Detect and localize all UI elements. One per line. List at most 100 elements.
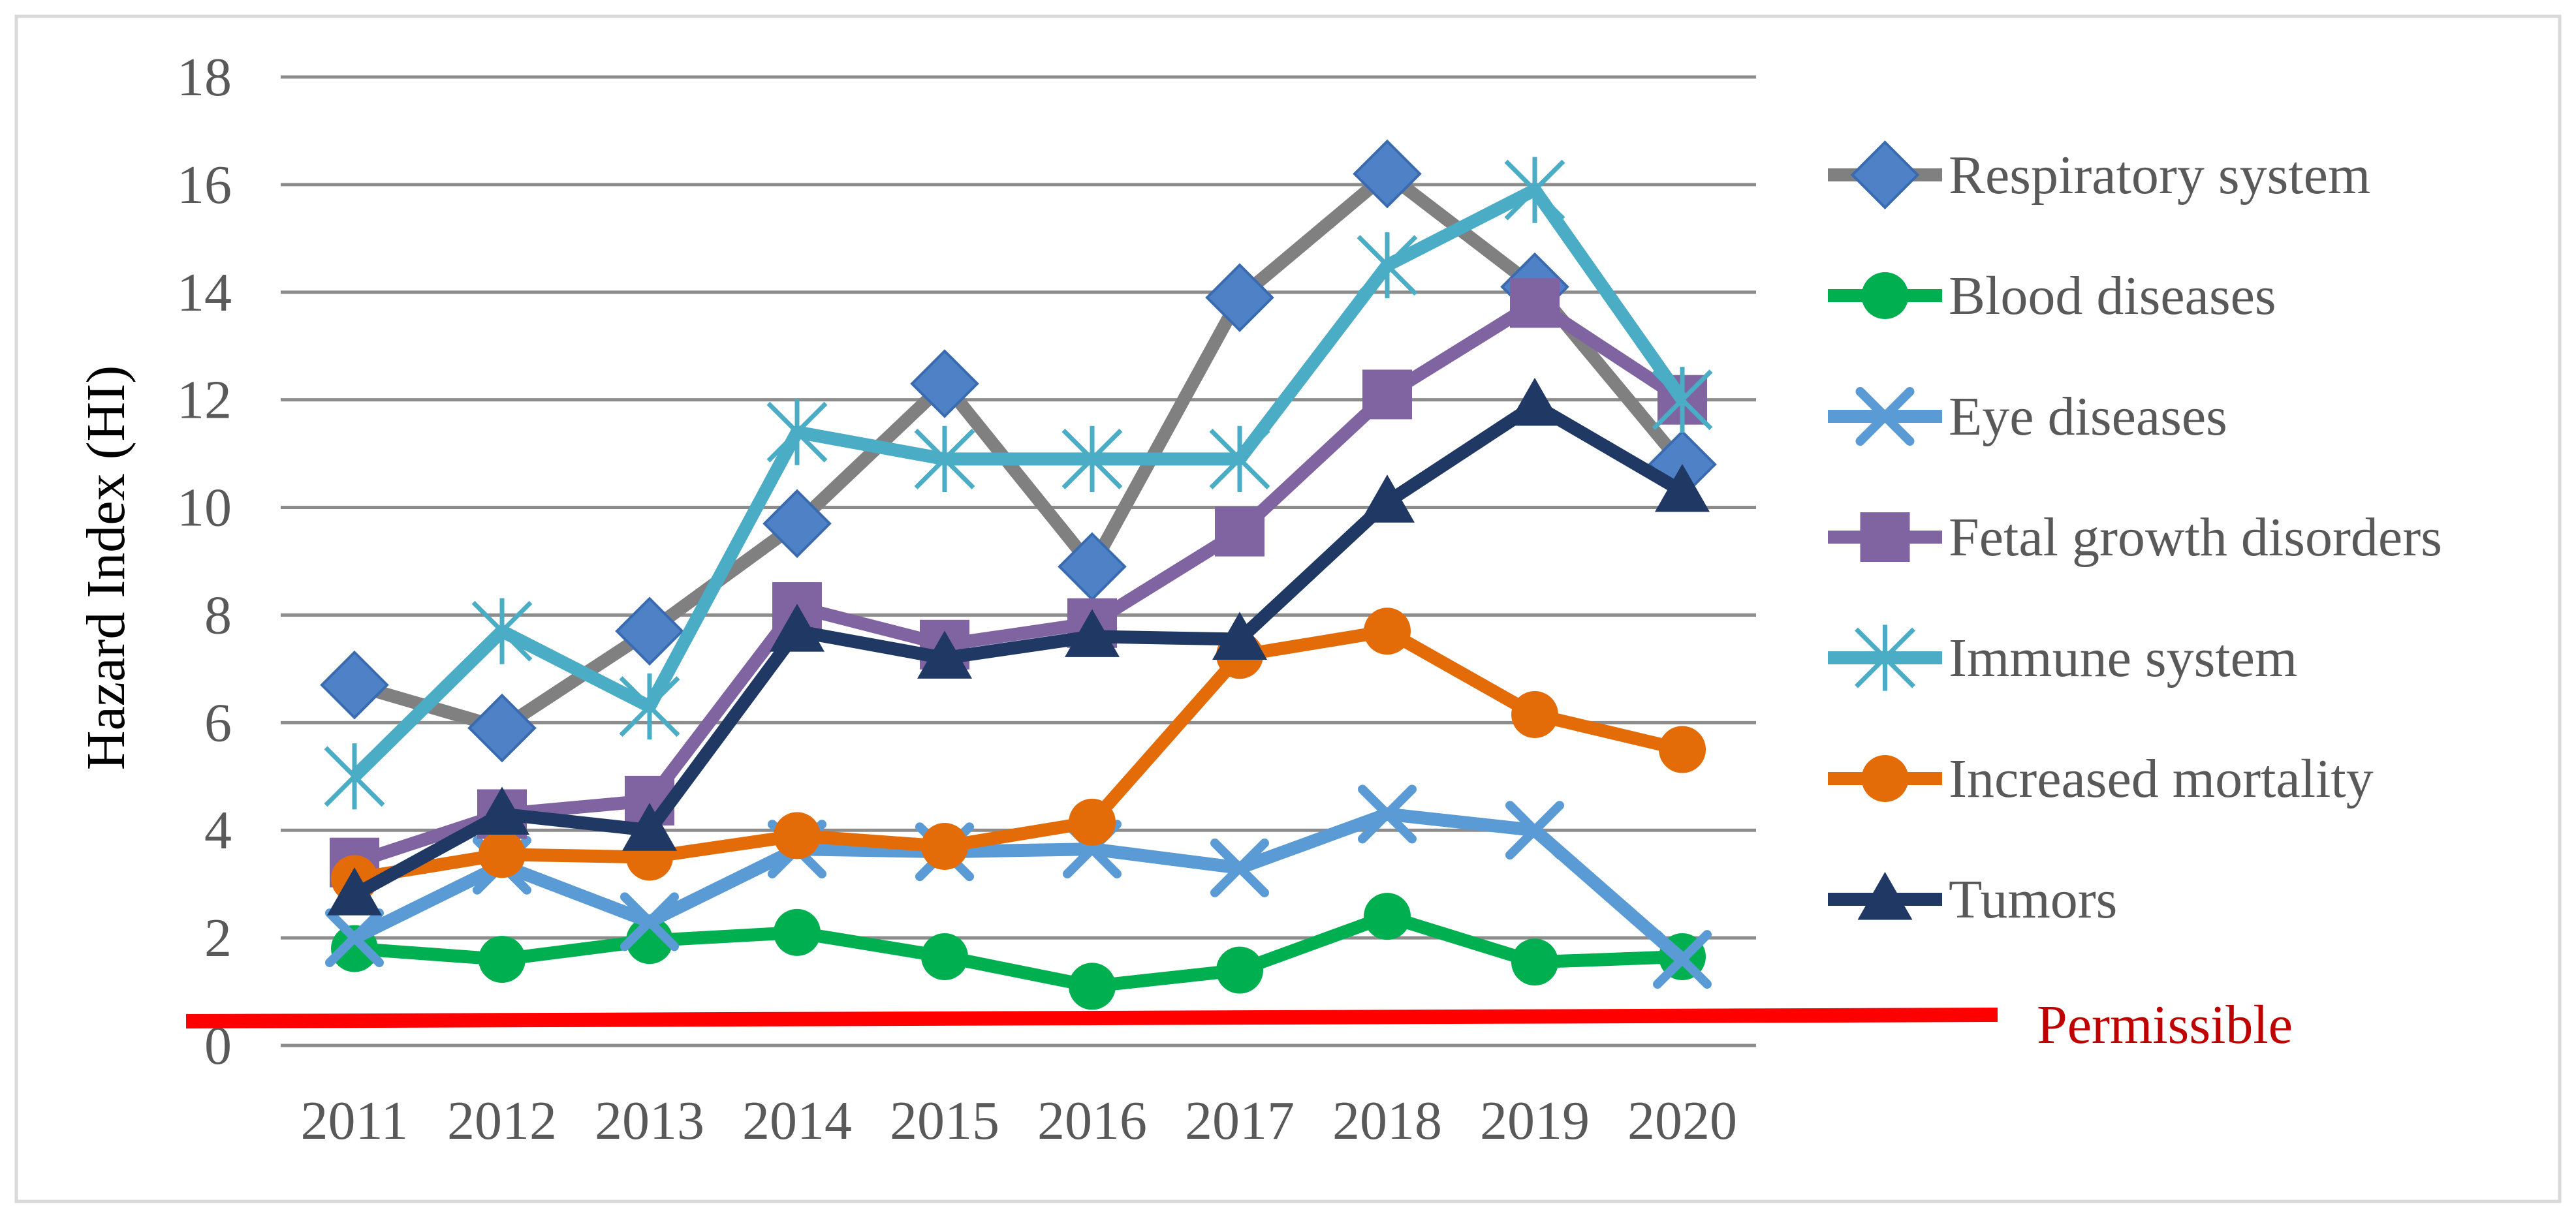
legend: Respiratory system Blood diseases Eye dise…: [1828, 140, 2442, 930]
y-tick-label: 6: [204, 692, 232, 753]
data-point-increased-mortality: [1069, 798, 1116, 846]
data-point-immune-system: [619, 673, 680, 740]
series-immune-system: [324, 157, 1713, 810]
x-axis-ticks: 2011 2012 2013 2014 2015 2016 2017 2018 2019 2020: [301, 1090, 1737, 1151]
data-point-eye-diseases: [1653, 930, 1712, 989]
data-point-tumors: [475, 786, 529, 835]
data-point-tumors: [917, 630, 972, 679]
x-tick-label: 2017: [1185, 1090, 1295, 1151]
data-point-immune-system: [324, 743, 385, 810]
legend-marker-respiratory-system: [1850, 140, 1920, 209]
data-point-eye-diseases: [325, 908, 384, 968]
y-axis-label: Hazard Index (HI): [76, 365, 136, 770]
legend-label: Blood diseases: [1949, 266, 2276, 326]
legend-marker-eye-diseases: [1855, 387, 1915, 446]
x-tick-label: 2015: [890, 1090, 999, 1151]
data-point-immune-system: [914, 425, 975, 492]
gridlines: [281, 75, 1756, 1047]
legend-label: Increased mortality: [1949, 749, 2374, 809]
series-line-tumors: [351, 398, 1686, 901]
legend-item-immune-system: Immune system: [1828, 625, 2297, 691]
legend-marker-increased-mortality: [1861, 755, 1909, 802]
series-line-fetal-growth-disorders: [352, 296, 1686, 869]
series-line-immune-system: [349, 183, 1688, 781]
legend-item-respiratory-system: Respiratory system: [1828, 140, 2370, 209]
y-tick-label: 8: [204, 585, 232, 645]
y-tick-label: 14: [177, 262, 232, 323]
data-point-tumors: [1065, 609, 1120, 657]
legend-label: Respiratory system: [1949, 145, 2370, 206]
data-point-increased-mortality: [479, 831, 526, 878]
data-point-immune-system: [766, 399, 828, 465]
data-point-tumors: [327, 867, 382, 916]
data-point-immune-system: [471, 598, 533, 664]
legend-label: Immune system: [1949, 628, 2297, 688]
x-tick-label: 2012: [447, 1090, 557, 1151]
data-point-increased-mortality: [1511, 690, 1558, 738]
data-point-respiratory-system: [320, 650, 389, 720]
data-point-blood-diseases: [479, 936, 526, 983]
x-tick-label: 2016: [1037, 1090, 1147, 1151]
data-point-blood-diseases: [1069, 963, 1116, 1010]
data-point-immune-system: [1209, 425, 1270, 492]
data-point-respiratory-system: [762, 489, 832, 559]
data-point-tumors: [770, 604, 825, 652]
series-lines: [320, 139, 1717, 1010]
x-tick-label: 2018: [1332, 1090, 1442, 1151]
series-tumors: [327, 377, 1710, 916]
data-point-eye-diseases: [1210, 838, 1269, 897]
data-point-increased-mortality: [921, 822, 968, 870]
legend-label: Fetal growth disorders: [1949, 507, 2442, 568]
data-point-respiratory-system: [1353, 139, 1422, 209]
data-point-fetal-growth-disorders: [1215, 506, 1264, 557]
data-point-blood-diseases: [1364, 893, 1411, 940]
data-point-respiratory-system: [615, 596, 684, 666]
data-point-immune-system: [1357, 232, 1418, 299]
y-tick-label: 4: [204, 800, 232, 861]
legend-label: Eye diseases: [1949, 386, 2227, 447]
data-point-respiratory-system: [1205, 263, 1274, 332]
legend-marker-blood-diseases: [1861, 272, 1909, 319]
series-line-blood-diseases: [354, 910, 1683, 993]
data-point-increased-mortality: [1364, 608, 1411, 655]
legend-item-fetal-growth-disorders: Fetal growth disorders: [1828, 507, 2442, 568]
data-point-increased-mortality: [774, 812, 821, 859]
permissible-label: Permissible: [2037, 995, 2293, 1055]
data-point-blood-diseases: [1511, 938, 1558, 986]
legend-item-eye-diseases: Eye diseases: [1828, 386, 2227, 447]
data-point-immune-system: [1652, 367, 1713, 433]
legend-marker-tumors: [1857, 872, 1913, 920]
data-point-blood-diseases: [921, 933, 968, 980]
x-tick-label: 2019: [1480, 1090, 1590, 1151]
y-tick-label: 10: [177, 478, 232, 538]
data-point-immune-system: [1504, 157, 1565, 223]
data-point-eye-diseases: [1358, 784, 1417, 844]
data-point-tumors: [1655, 463, 1710, 512]
data-point-respiratory-system: [910, 349, 979, 418]
chart-border: [14, 14, 2562, 1203]
data-point-eye-diseases: [1505, 801, 1564, 860]
series-line-eye-diseases: [351, 807, 1687, 965]
data-point-fetal-growth-disorders: [1362, 369, 1412, 420]
data-point-respiratory-system: [467, 693, 537, 763]
y-tick-label: 12: [177, 370, 232, 431]
legend-marker-immune-system: [1855, 625, 1915, 691]
data-point-blood-diseases: [774, 908, 821, 956]
x-tick-label: 2020: [1627, 1090, 1737, 1151]
legend-marker-fetal-growth-disorders: [1860, 512, 1910, 562]
legend-label: Tumors: [1949, 869, 2117, 930]
y-tick-label: 18: [177, 47, 232, 108]
x-tick-label: 2013: [595, 1090, 704, 1151]
legend-item-tumors: Tumors: [1828, 869, 2117, 930]
data-point-immune-system: [1061, 425, 1123, 492]
legend-item-blood-diseases: Blood diseases: [1828, 266, 2276, 326]
data-point-blood-diseases: [1216, 946, 1263, 994]
x-tick-label: 2011: [301, 1090, 409, 1151]
data-point-tumors: [1507, 377, 1562, 426]
y-tick-label: 16: [177, 155, 232, 215]
data-point-eye-diseases: [620, 892, 679, 951]
legend-item-increased-mortality: Increased mortality: [1828, 749, 2374, 809]
